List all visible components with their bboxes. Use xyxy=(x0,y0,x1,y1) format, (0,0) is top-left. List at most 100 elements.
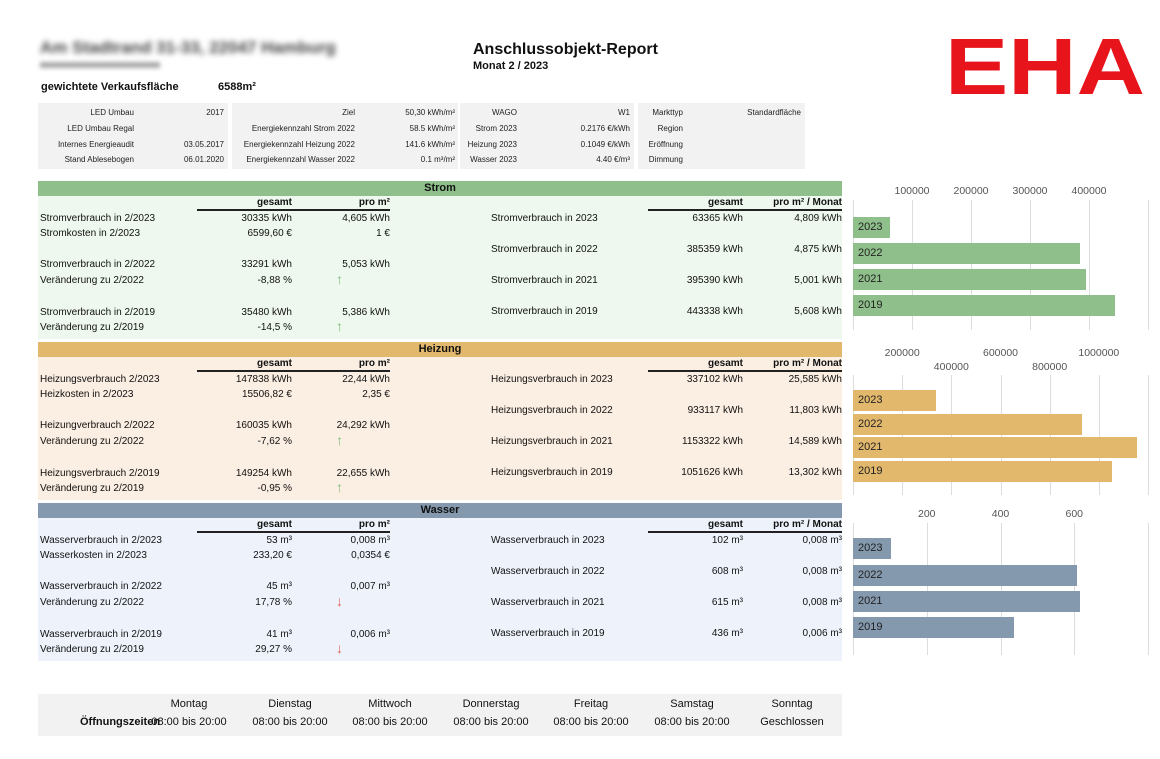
col-header-pro-monat: pro m² / Monat xyxy=(773,197,842,208)
row-gesamt: 6599,60 € xyxy=(247,228,293,239)
row-gesamt: 933117 kWh xyxy=(687,405,743,416)
row-gesamt: 436 m³ xyxy=(711,628,743,639)
row-pro-monat: 0,008 m³ xyxy=(802,597,842,608)
bar: 2019 xyxy=(853,295,1115,316)
customer-number-blurred xyxy=(40,62,160,68)
chart-strom: 100000 200000 300000 400000 2023 2022 2021 2019 xyxy=(845,182,1155,342)
info-label: Dimmung xyxy=(648,155,683,164)
info-label: Strom 2023 xyxy=(475,124,517,133)
row-label: Wasserverbrauch in 2023 xyxy=(491,535,605,546)
info-label: LED Umbau Regal xyxy=(67,124,134,133)
row-gesamt: 41 m³ xyxy=(266,629,292,640)
row-label: Wasserkosten in 2/2023 xyxy=(40,550,147,561)
row-gesamt: 45 m³ xyxy=(266,581,292,592)
gridline xyxy=(853,523,854,655)
row-gesamt: -14,5 % xyxy=(257,322,292,333)
bar: 2021 xyxy=(853,437,1137,458)
col-header-gesamt: gesamt xyxy=(707,197,743,208)
info-box: Ziel 50,30 kWh/m² Energiekennzahl Strom 20… xyxy=(232,103,458,169)
day-hours: 08:00 bis 20:00 xyxy=(352,716,428,728)
col-header-gesamt: gesamt xyxy=(256,519,292,530)
info-value: W1 xyxy=(618,108,630,117)
row-gesamt: 29,27 % xyxy=(255,644,292,655)
row-gesamt: 15506,82 € xyxy=(241,389,292,400)
tick-label: 400000 xyxy=(933,361,969,373)
info-label: Energiekennzahl Wasser 2022 xyxy=(246,155,355,164)
tick-label: 400 xyxy=(991,508,1010,520)
day-hours: 08:00 bis 20:00 xyxy=(151,716,227,728)
row-gesamt: 53 m³ xyxy=(266,535,292,546)
row-label: Heizungsverbrauch 2/2019 xyxy=(40,468,160,479)
row-pro-monat: 4,809 kWh xyxy=(794,213,842,224)
row-pro-monat: 5,001 kWh xyxy=(794,275,842,286)
row-pro-m2: 4,605 kWh xyxy=(342,213,390,224)
info-value: 03.05.2017 xyxy=(183,140,224,149)
gridline xyxy=(912,200,913,330)
gridline xyxy=(1000,523,1002,655)
report-month: Monat 2 / 2023 xyxy=(473,60,549,72)
bar: 2019 xyxy=(853,617,1014,638)
row-label: Wasserverbrauch in 2022 xyxy=(491,566,605,577)
section-header: Heizung xyxy=(38,342,842,357)
info-box: Markttyp Standardfläche Region Eröffnung Dim… xyxy=(638,103,805,169)
info-value: Standardfläche xyxy=(747,108,801,117)
row-gesamt: 1153322 kWh xyxy=(682,436,743,447)
day-label: Mittwoch xyxy=(368,698,412,710)
row-gesamt: 615 m³ xyxy=(711,597,743,608)
arrow-up-icon: ↑ xyxy=(336,479,343,495)
day-label: Freitag xyxy=(573,698,609,710)
gridline xyxy=(1049,375,1051,495)
report-title: Anschlussobjekt-Report xyxy=(473,41,658,58)
day-hours: Geschlossen xyxy=(760,716,824,728)
row-gesamt: 337102 kWh xyxy=(686,374,743,385)
row-gesamt: 160035 kWh xyxy=(235,420,292,431)
gridline xyxy=(1074,523,1076,655)
row-pro-monat: 0,008 m³ xyxy=(802,566,842,577)
tick-label: 300000 xyxy=(1012,185,1048,197)
gridline xyxy=(1098,375,1100,495)
gridline xyxy=(971,200,972,330)
row-gesamt: 443338 kWh xyxy=(686,306,743,317)
info-label: Energiekennzahl Strom 2022 xyxy=(251,124,355,133)
row-label: Heizungsverbrauch in 2022 xyxy=(491,405,613,416)
col-header-gesamt: gesamt xyxy=(707,519,743,530)
arrow-down-icon: ↓ xyxy=(336,640,343,656)
day-hours: 08:00 bis 20:00 xyxy=(654,716,730,728)
col-header-pro-m2: pro m² xyxy=(358,197,390,208)
gridline xyxy=(1148,200,1149,330)
row-label: Wasserverbrauch in 2/2022 xyxy=(40,581,162,592)
tick-label: 800000 xyxy=(1032,361,1068,373)
row-pro-m2: 22,655 kWh xyxy=(336,468,390,479)
row-label: Wasserverbrauch in 2/2023 xyxy=(40,535,162,546)
day-label: Dienstag xyxy=(268,698,312,710)
row-gesamt: 17,78 % xyxy=(255,597,292,608)
row-label: Veränderung zu 2/2019 xyxy=(40,644,144,655)
info-value: 2017 xyxy=(206,108,224,117)
tick-label: 200000 xyxy=(953,185,989,197)
arrow-up-icon: ↑ xyxy=(336,432,343,448)
row-label: Veränderung zu 2/2019 xyxy=(40,322,144,333)
chart-wasser: 200 400 600 2023 2022 2021 2019 xyxy=(845,505,1155,665)
row-pro-m2: 2,35 € xyxy=(362,389,390,400)
row-label: Stromverbrauch in 2/2019 xyxy=(40,307,156,318)
row-gesamt: -8,88 % xyxy=(257,275,292,286)
info-value: 06.01.2020 xyxy=(183,155,224,164)
row-pro-monat: 14,589 kWh xyxy=(788,436,842,447)
row-gesamt: 149254 kWh xyxy=(235,468,292,479)
info-label: Eröffnung xyxy=(648,140,683,149)
row-pro-m2: 0,006 m³ xyxy=(350,629,390,640)
info-label: LED Umbau xyxy=(90,108,134,117)
gridline xyxy=(1000,375,1002,495)
info-label: Energiekennzahl Heizung 2022 xyxy=(243,140,355,149)
day-label: Sonntag xyxy=(771,698,813,710)
row-label: Heizungverbrauch 2/2022 xyxy=(40,420,155,431)
row-gesamt: 233,20 € xyxy=(253,550,292,561)
day-hours: 08:00 bis 20:00 xyxy=(553,716,629,728)
row-pro-m2: 24,292 kWh xyxy=(336,420,390,431)
tick-label: 400000 xyxy=(1071,185,1107,197)
bar: 2022 xyxy=(853,565,1078,586)
row-label: Heizungsverbrauch in 2019 xyxy=(491,467,613,478)
header-underline xyxy=(648,370,842,372)
row-pro-m2: 0,0354 € xyxy=(351,550,390,561)
col-header-gesamt: gesamt xyxy=(707,358,743,369)
